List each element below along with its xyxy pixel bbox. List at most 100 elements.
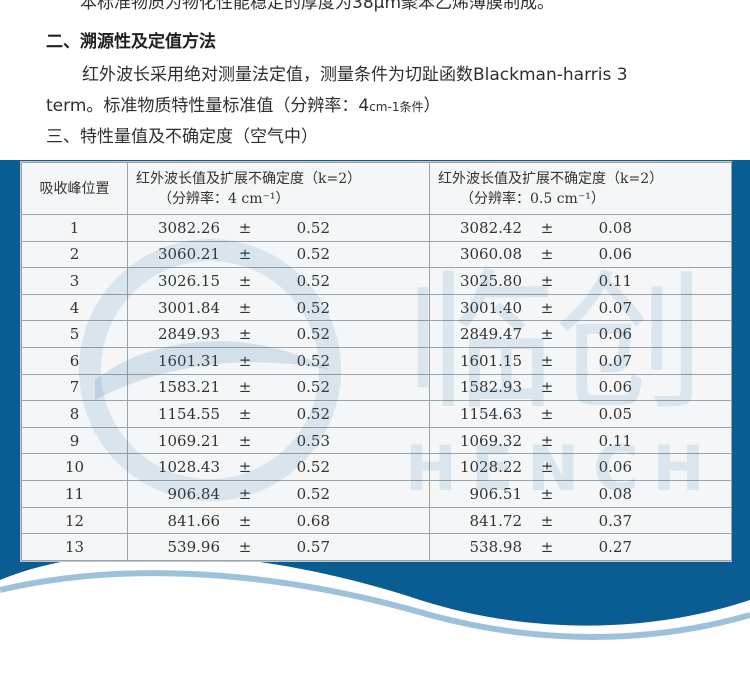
plus-minus-sign: ± — [238, 218, 252, 237]
value-cell-res-4: 841.66 ±0.68 — [127, 506, 430, 535]
wavenumber-value: 841.72 — [469, 511, 523, 530]
value-cell-res-4: 3060.21 ±0.52 — [127, 240, 430, 269]
uncertainty-value: 0.52 — [296, 405, 330, 424]
value-cell-res-4: 3026.15 ±0.52 — [127, 267, 430, 295]
plus-minus-sign: ± — [238, 298, 252, 317]
peak-index: 3 — [21, 267, 128, 295]
peak-index: 6 — [21, 347, 128, 375]
wavenumber-value: 2849.47 — [459, 325, 522, 344]
table-row: 1 3082.26 ±0.52 3082.42 ±0.08 — [21, 214, 732, 242]
peak-index: 7 — [21, 373, 128, 402]
table-row: 8 1154.55 ±0.52 1154.63 ±0.05 — [21, 400, 732, 428]
value-cell-res-05: 538.98 ±0.27 — [429, 533, 732, 561]
header-res-4-line2: （分辨率：4 cm⁻¹） — [158, 190, 290, 207]
section-heading-values: 三、特性量值及不确定度（空气中） — [46, 127, 318, 147]
peak-index: 13 — [21, 533, 128, 561]
value-cell-res-4: 906.84 ±0.52 — [127, 480, 430, 508]
peak-index: 10 — [21, 453, 128, 482]
uncertainty-value: 0.08 — [598, 218, 632, 237]
value-cell-res-05: 3060.08 ±0.06 — [429, 240, 732, 269]
wavenumber-value: 1583.21 — [157, 378, 220, 397]
plus-minus-sign: ± — [540, 538, 554, 557]
plus-minus-sign: ± — [238, 351, 252, 370]
value-cell-res-05: 841.72 ±0.37 — [429, 506, 732, 535]
header-peak-position: 吸收峰位置 — [21, 162, 128, 215]
table-row: 4 3001.84 ±0.52 3001.40 ±0.07 — [21, 293, 732, 322]
uncertainty-value: 0.06 — [598, 378, 632, 397]
uncertainty-value: 0.06 — [598, 245, 632, 264]
wavenumber-value: 538.98 — [469, 538, 523, 557]
wavenumber-value: 1069.32 — [459, 431, 522, 450]
value-cell-res-05: 1069.32 ±0.11 — [429, 426, 732, 455]
method-paragraph-line2: term。标准物质特性量标准值（分辨率：4cm-1条件） — [46, 91, 440, 116]
uncertainty-value: 0.52 — [296, 484, 330, 503]
para2-close: ） — [423, 96, 441, 116]
uncertainty-value: 0.52 — [296, 218, 330, 237]
plus-minus-sign: ± — [540, 511, 554, 530]
wavenumber-value: 3001.40 — [459, 298, 522, 317]
spectral-table-image: 吸收峰位置 红外波长值及扩展不确定度（k=2） （分辨率：4 cm⁻¹） 红外波… — [20, 161, 732, 562]
section-heading-traceability: 二、溯源性及定值方法 — [46, 32, 216, 52]
wavenumber-value: 3025.80 — [459, 272, 522, 291]
plus-minus-sign: ± — [238, 325, 252, 344]
wavenumber-value: 906.84 — [167, 484, 221, 503]
plus-minus-sign: ± — [238, 405, 252, 424]
para2-unit: cm-1条件 — [369, 100, 424, 114]
uncertainty-value: 0.37 — [598, 511, 632, 530]
value-cell-res-05: 1028.22 ±0.06 — [429, 453, 732, 482]
plus-minus-sign: ± — [540, 405, 554, 424]
method-paragraph-line1: 红外波长采用绝对测量法定值，测量条件为切趾函数Blackman-harris 3 — [82, 65, 628, 85]
uncertainty-value: 0.52 — [296, 245, 330, 264]
value-cell-res-4: 3082.26 ±0.52 — [127, 214, 430, 242]
value-cell-res-05: 3082.42 ±0.08 — [429, 214, 732, 242]
peak-index: 9 — [21, 426, 128, 455]
wavelength-table: 吸收峰位置 红外波长值及扩展不确定度（k=2） （分辨率：4 cm⁻¹） 红外波… — [21, 162, 732, 561]
value-cell-res-05: 1601.15 ±0.07 — [429, 347, 732, 375]
uncertainty-value: 0.05 — [598, 405, 632, 424]
plus-minus-sign: ± — [238, 431, 252, 450]
peak-index: 11 — [21, 480, 128, 508]
wavenumber-value: 3082.42 — [459, 218, 522, 237]
table-row: 6 1601.31 ±0.52 1601.15 ±0.07 — [21, 347, 732, 375]
uncertainty-value: 0.11 — [598, 431, 632, 450]
uncertainty-value: 0.06 — [598, 325, 632, 344]
wavenumber-value: 3001.84 — [157, 298, 220, 317]
value-cell-res-4: 3001.84 ±0.52 — [127, 293, 430, 322]
plus-minus-sign: ± — [238, 484, 252, 503]
value-cell-res-4: 1028.43 ±0.52 — [127, 453, 430, 482]
value-cell-res-05: 2849.47 ±0.06 — [429, 320, 732, 349]
peak-index: 5 — [21, 320, 128, 349]
uncertainty-value: 0.52 — [296, 325, 330, 344]
header-res-4: 红外波长值及扩展不确定度（k=2） （分辨率：4 cm⁻¹） — [127, 162, 430, 215]
uncertainty-value: 0.52 — [296, 298, 330, 317]
plus-minus-sign: ± — [540, 325, 554, 344]
uncertainty-value: 0.52 — [296, 458, 330, 477]
value-cell-res-4: 1069.21 ±0.53 — [127, 426, 430, 455]
header-res-05: 红外波长值及扩展不确定度（k=2） （分辨率：0.5 cm⁻¹） — [429, 162, 732, 215]
peak-index: 2 — [21, 240, 128, 269]
table-row: 9 1069.21 ±0.53 1069.32 ±0.11 — [21, 426, 732, 455]
value-cell-res-05: 1154.63 ±0.05 — [429, 400, 732, 428]
wavenumber-value: 3026.15 — [157, 272, 220, 291]
table-row: 3 3026.15 ±0.52 3025.80 ±0.11 — [21, 267, 732, 295]
wavenumber-value: 1601.15 — [459, 351, 522, 370]
plus-minus-sign: ± — [540, 218, 554, 237]
cut-off-line: 本标准物质为物化性能稳定的厚度为38μm聚苯乙烯薄膜制成。 — [80, 0, 555, 13]
plus-minus-sign: ± — [540, 484, 554, 503]
plus-minus-sign: ± — [540, 245, 554, 264]
uncertainty-value: 0.07 — [598, 351, 632, 370]
plus-minus-sign: ± — [540, 298, 554, 317]
wavenumber-value: 1028.43 — [157, 458, 220, 477]
plus-minus-sign: ± — [540, 272, 554, 291]
value-cell-res-05: 3001.40 ±0.07 — [429, 293, 732, 322]
table-row: 10 1028.43 ±0.52 1028.22 ±0.06 — [21, 453, 732, 482]
header-res-05-line1: 红外波长值及扩展不确定度（k=2） — [438, 170, 664, 187]
peak-index: 1 — [21, 214, 128, 242]
table-row: 5 2849.93 ±0.52 2849.47 ±0.06 — [21, 320, 732, 349]
wavenumber-value: 2849.93 — [157, 325, 220, 344]
table-row: 13 539.96 ±0.57 538.98 ±0.27 — [21, 533, 732, 561]
wavenumber-value: 3082.26 — [157, 218, 220, 237]
plus-minus-sign: ± — [540, 378, 554, 397]
table-row: 7 1583.21 ±0.52 1582.93 ±0.06 — [21, 373, 732, 402]
uncertainty-value: 0.52 — [296, 378, 330, 397]
